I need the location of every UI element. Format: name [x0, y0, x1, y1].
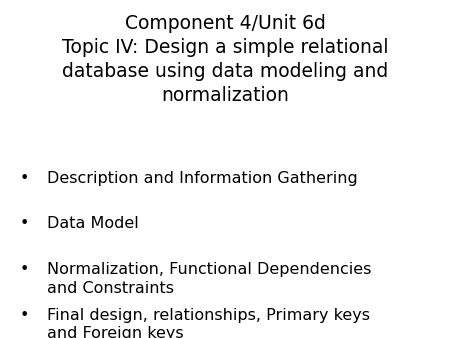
Text: Final design, relationships, Primary keys
and Foreign keys: Final design, relationships, Primary key…	[47, 308, 370, 338]
Text: Description and Information Gathering: Description and Information Gathering	[47, 171, 358, 186]
Text: Component 4/Unit 6d
Topic IV: Design a simple relational
database using data mod: Component 4/Unit 6d Topic IV: Design a s…	[62, 14, 388, 105]
Text: Data Model: Data Model	[47, 216, 139, 231]
Text: •: •	[20, 216, 29, 231]
Text: •: •	[20, 262, 29, 277]
Text: •: •	[20, 171, 29, 186]
Text: Normalization, Functional Dependencies
and Constraints: Normalization, Functional Dependencies a…	[47, 262, 372, 295]
Text: •: •	[20, 308, 29, 322]
